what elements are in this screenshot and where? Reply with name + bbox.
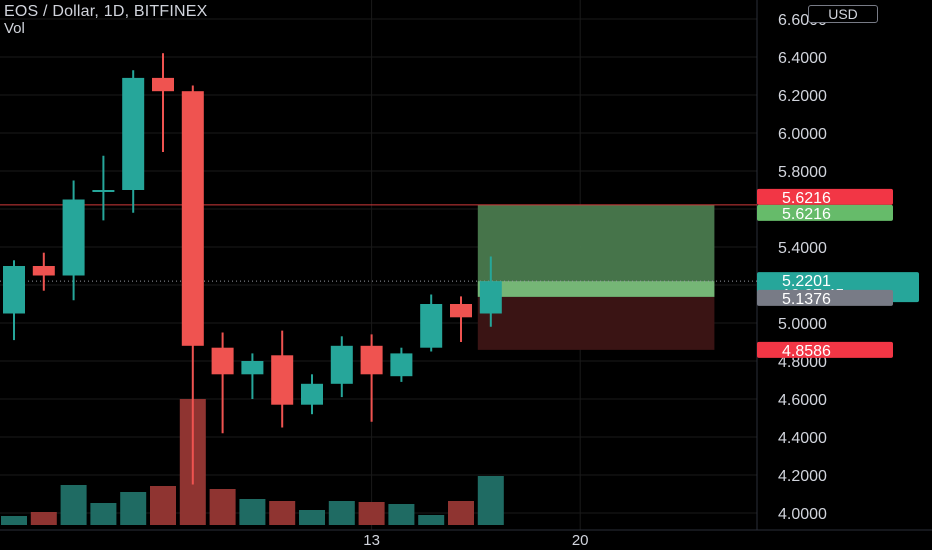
volume-bars [1,399,504,525]
candle [390,347,413,382]
candle-body [152,77,174,92]
volume-bar [209,489,236,525]
price-tick-label: 4.0000 [778,506,827,523]
candle [181,85,204,485]
price-tick-label: 5.8000 [778,164,827,181]
volume-bar [448,501,474,525]
candle-body [450,304,472,318]
volume-bar [120,492,147,525]
price-badge-target: 5.6216 [757,204,893,223]
long-position-tool [477,204,715,350]
price-axis-labels: 4.0000 4.2000 4.4000 4.6000 4.8000 5.0000 5.40… [778,12,827,523]
candle [330,336,353,398]
price-badge-text: 4.8586 [782,343,831,360]
candle [301,374,323,415]
candle [211,332,234,434]
candle-body [3,266,25,314]
volume-bar [299,510,325,525]
candle-body [241,361,264,375]
candle [271,330,294,428]
candle-body [420,304,443,348]
candle-body [92,190,115,192]
price-tick-label: 6.2000 [778,88,827,105]
price-badge-stop: 4.8586 [757,341,893,360]
candle-body [390,353,413,377]
candle-body [479,281,502,314]
loss-zone [477,296,715,350]
price-badge-text: 5.6216 [782,190,831,207]
volume-bar [358,502,385,525]
candle-body [271,355,294,405]
candle [241,353,264,399]
candle [32,252,55,291]
price-tick-label: 5.4000 [778,240,827,257]
candle [152,53,174,152]
price-tick-label: 6.4000 [778,50,827,67]
price-tick-label: 4.2000 [778,468,827,485]
price-badge-text: 5.1376 [782,291,831,308]
price-tick-label: 4.8000 [778,354,827,371]
price-tick-label: 5.0000 [778,316,827,333]
volume-bar [477,476,504,525]
volume-bar [328,501,355,525]
time-axis-labels: Sep1320 [363,532,589,549]
price-badge-bg [757,204,893,221]
price-badge-text: 5.6216 [782,206,831,223]
volume-bar [388,504,415,525]
price-badge-stop-top: 5.6216 [757,188,893,207]
volume-bar [30,512,57,525]
candle-body [62,199,85,276]
price-badge-bg [757,188,893,205]
volume-bar [239,499,266,525]
candles [3,53,502,485]
price-tick-label: 4.4000 [778,430,827,447]
candle-body [32,266,55,276]
volume-bar [1,516,27,525]
price-badge-bg [757,341,893,358]
time-tick-label: 13 [363,532,380,549]
price-badge-entry: 5.1376 [757,289,893,308]
candle [3,260,25,341]
symbol-title[interactable]: EOS / Dollar, 1D, BITFINEX [4,3,208,20]
candle [62,180,85,301]
candle [360,334,383,422]
volume-bar [269,501,296,525]
price-badge-text: 5.2201 [782,273,831,290]
volume-indicator-label[interactable]: Vol [4,20,25,37]
volume-bar [60,485,87,525]
candle-body [181,91,204,346]
entry-band [477,281,715,297]
volume-bar [418,515,445,525]
time-tick-label: 20 [572,532,589,549]
price-tick-label: 4.6000 [778,392,827,409]
candle-body [122,77,145,190]
candle [122,70,145,213]
candle-body [330,345,353,384]
price-tick-label: 6.0000 [778,126,827,143]
candle-body [301,383,323,405]
candle [450,296,472,342]
currency-badge[interactable]: USD [808,5,878,23]
candle [479,256,502,327]
candle-body [360,345,383,375]
volume-bar [150,486,176,525]
candle-body [211,347,234,375]
price-badge-bg [757,289,893,306]
candle [420,294,443,352]
volume-bar [90,503,117,525]
candle [92,155,115,221]
